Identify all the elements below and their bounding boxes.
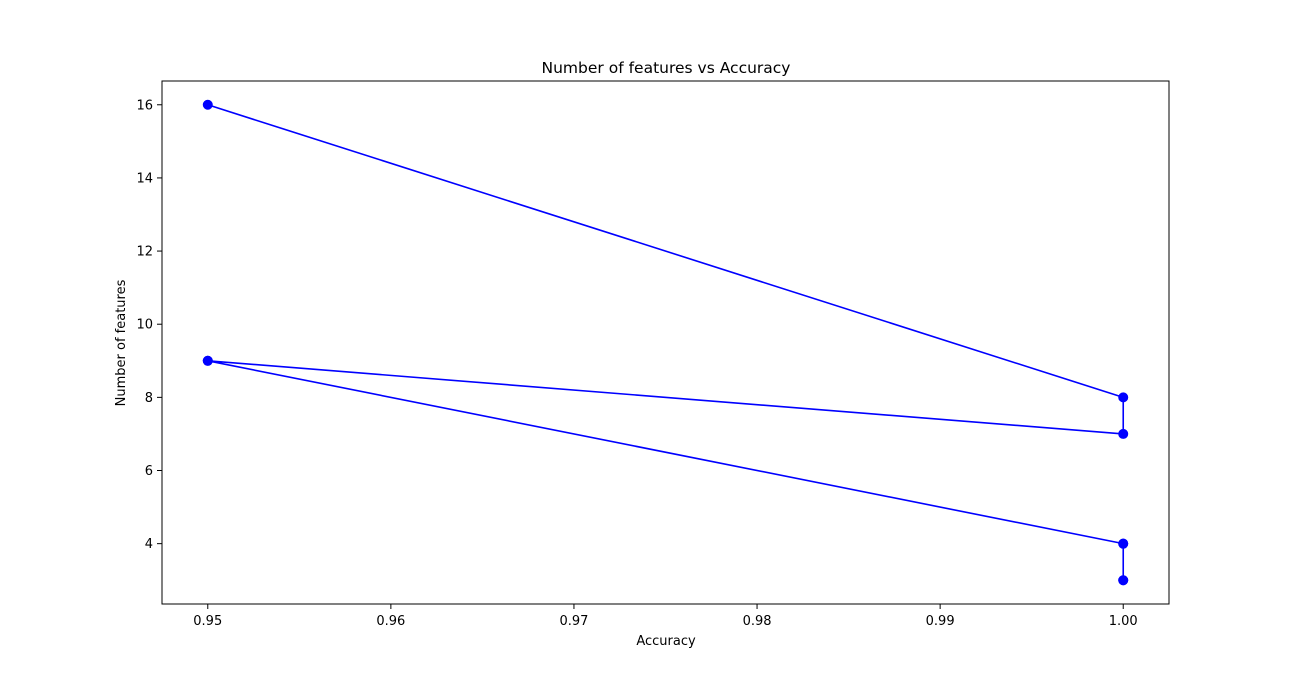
x-axis-ticks: 0.95 0.96 0.97 0.98 0.99 1.00 bbox=[193, 604, 1138, 629]
x-tick-label: 0.98 bbox=[743, 614, 772, 629]
y-axis-label: Number of features bbox=[114, 279, 129, 406]
x-tick-label: 0.95 bbox=[193, 614, 222, 629]
x-tick-label: 0.99 bbox=[926, 614, 955, 629]
y-tick-label: 14 bbox=[136, 171, 153, 186]
series-line bbox=[206, 104, 1125, 581]
y-tick-label: 6 bbox=[145, 464, 153, 479]
plot-area-frame bbox=[161, 80, 1170, 605]
x-tick-label: 0.97 bbox=[559, 614, 588, 629]
y-tick-label: 12 bbox=[136, 245, 153, 260]
data-point bbox=[1118, 392, 1129, 403]
data-point bbox=[202, 355, 213, 366]
y-tick-label: 4 bbox=[145, 537, 153, 552]
data-point bbox=[1118, 428, 1129, 439]
data-point bbox=[1118, 575, 1129, 586]
x-axis-label: Accuracy bbox=[636, 634, 696, 649]
y-tick-label: 8 bbox=[145, 391, 153, 406]
data-point bbox=[202, 99, 213, 110]
y-tick-label: 10 bbox=[136, 318, 153, 333]
data-point bbox=[1118, 538, 1129, 549]
y-axis-ticks: 4 6 8 10 12 14 16 bbox=[136, 98, 162, 552]
y-tick-label: 16 bbox=[136, 98, 153, 113]
x-tick-label: 1.00 bbox=[1109, 614, 1138, 629]
series-layer bbox=[202, 99, 1129, 586]
axes-frame bbox=[161, 80, 1170, 605]
x-tick-label: 0.96 bbox=[376, 614, 405, 629]
chart-title: Number of features vs Accuracy bbox=[542, 59, 791, 77]
